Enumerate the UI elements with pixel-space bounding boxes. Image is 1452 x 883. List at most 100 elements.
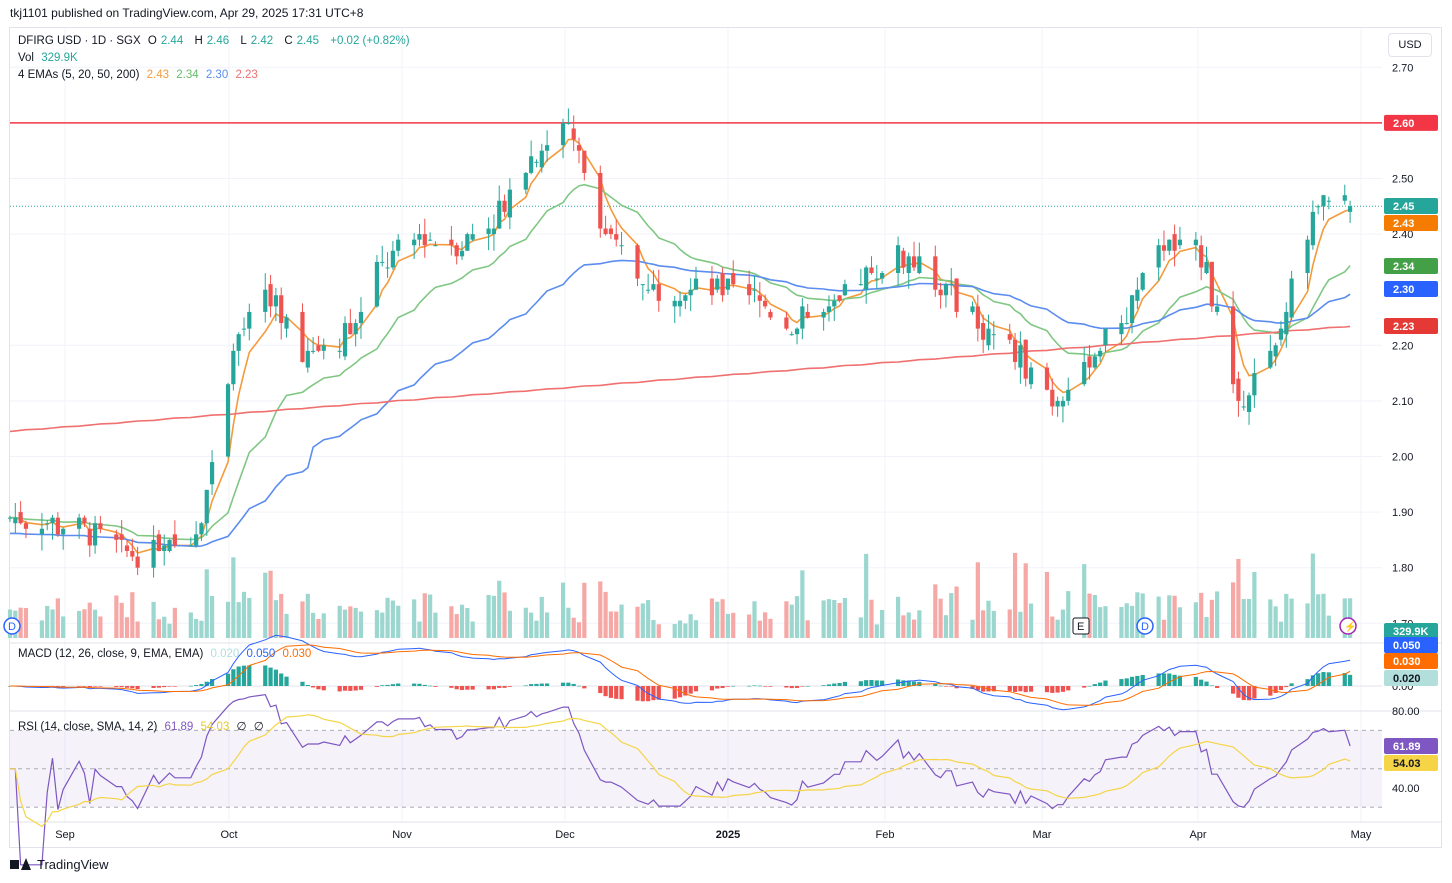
macd-histogram-bar [1241, 686, 1246, 701]
macd-histogram-bar [598, 686, 603, 694]
volume-bar [337, 605, 342, 638]
time-axis-label: 2025 [716, 829, 740, 841]
volume-bar [603, 591, 608, 638]
volume-bar [763, 612, 768, 638]
lightning-icon [1339, 617, 1357, 635]
candle-body [162, 545, 167, 552]
volume-bar [422, 593, 427, 638]
macd-histogram-bar [933, 683, 938, 686]
candle-body [337, 350, 342, 352]
volume-bar [449, 606, 454, 638]
ema200-badge [1384, 318, 1438, 334]
macd-histogram-bar [82, 686, 87, 687]
macd-histogram-bar [273, 669, 278, 686]
candle-body [124, 545, 130, 552]
candle-body [566, 122, 571, 124]
volume-bar [342, 609, 348, 638]
macd-histogram-bar [1167, 673, 1172, 686]
last-price-badge [1384, 198, 1438, 214]
volume-bar [380, 612, 385, 638]
macd-legend: MACD (12, 26, close, 9, EMA, EMA) 0.020 … [18, 648, 312, 660]
volume-bar [1060, 609, 1066, 638]
candle-body [1119, 323, 1124, 335]
price-axis-label: 2.50 [1392, 174, 1413, 186]
candle-body [842, 284, 847, 296]
time-axis-label: Feb [876, 829, 895, 841]
volume-bar [635, 606, 640, 638]
candle-body [901, 250, 906, 268]
macd-histogram-bar [1007, 686, 1012, 692]
candle-body [619, 245, 624, 247]
volume-bar [917, 610, 922, 638]
symbol-label[interactable]: DFIRG USD · 1D · SGX [18, 35, 141, 47]
candle-body [911, 256, 917, 268]
volume-bar [1023, 563, 1028, 638]
macd-histogram-bar [943, 686, 949, 687]
candle-body [614, 234, 619, 240]
macd-histogram-bar [348, 686, 353, 691]
macd-histogram-bar [1199, 679, 1204, 686]
candle-body [1129, 295, 1135, 324]
rsi-axis-label: 40.00 [1392, 783, 1420, 795]
volume-bar [1161, 619, 1167, 638]
candle-body [805, 311, 810, 318]
price-axis-label: 2.20 [1392, 340, 1413, 352]
candle-body [1092, 356, 1097, 368]
candle-body [757, 295, 762, 301]
candle-body [459, 250, 465, 257]
volume-bar [837, 602, 842, 638]
currency-button[interactable]: USD [1388, 33, 1432, 57]
macd-histogram-bar [1161, 673, 1167, 686]
candle-body [608, 228, 614, 235]
rsi-value: 61.89 [164, 721, 194, 733]
macd-histogram-bar [991, 686, 996, 692]
macd-histogram-bar [656, 686, 661, 700]
volume-bar [156, 619, 161, 638]
volume-bar [284, 613, 289, 638]
candle-body [417, 234, 422, 240]
volume-bar [1236, 558, 1241, 638]
candle-body [789, 334, 794, 336]
volume-bar [1129, 605, 1135, 638]
macd-histogram-bar [55, 686, 60, 687]
candle-body [374, 261, 380, 307]
volume-bar [608, 611, 614, 638]
volume-bar [502, 592, 507, 638]
volume-bar [1044, 571, 1050, 638]
candle-body [709, 278, 715, 296]
candle-body [1289, 278, 1294, 318]
volume-bar [470, 621, 475, 638]
macd-hist-badge [1384, 670, 1438, 686]
candle-body [986, 328, 991, 346]
candle-body [991, 334, 996, 336]
volume-bar [1193, 602, 1198, 638]
volume-bar [1098, 607, 1103, 638]
ema200-line [9, 325, 1351, 433]
footer-brand[interactable]: TradingView [10, 857, 109, 872]
volume-bar [864, 553, 869, 638]
volume-bar [358, 611, 364, 638]
volume-bar [1316, 594, 1321, 638]
volume-bar [672, 624, 677, 638]
price-axis-label: 2.10 [1392, 396, 1413, 408]
ema-legend: 4 EMAs (5, 20, 50, 200) 2.43 2.34 2.30 2… [18, 69, 258, 81]
candle-body [284, 317, 289, 329]
candle-body [1124, 323, 1129, 325]
candle-body [1140, 273, 1145, 290]
rsi-axis-label: 80.00 [1392, 706, 1420, 718]
macd-histogram-bar [1342, 673, 1347, 686]
macd-histogram-bar [1236, 686, 1241, 698]
macd-histogram-bar [1018, 686, 1023, 692]
macd-histogram-bar [396, 683, 401, 686]
macd-histogram-bar [1321, 672, 1326, 686]
candle-body [646, 289, 651, 291]
volume-bar [1007, 609, 1012, 638]
macd-histogram-bar [1044, 686, 1050, 693]
volume-bar [396, 605, 401, 638]
volume-bar [688, 614, 693, 638]
macd-histogram-bar [635, 686, 640, 701]
volume-bar [576, 622, 582, 638]
volume-bar [539, 596, 544, 638]
macd-histogram-bar [539, 683, 544, 686]
